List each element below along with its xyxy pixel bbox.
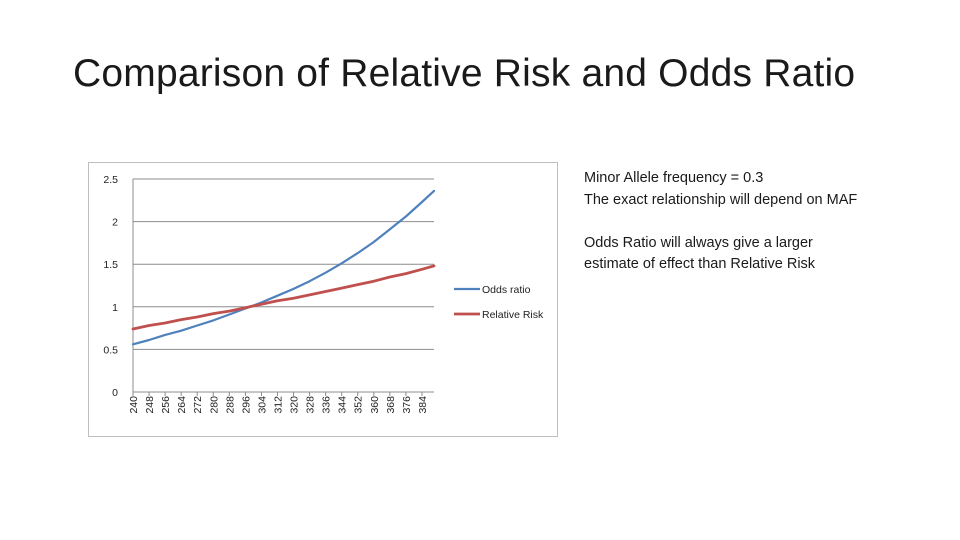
x-tick-label: 256 [160,396,172,414]
x-tick-label: 320 [289,396,301,414]
x-tick-label: 376 [401,396,413,414]
y-tick-label: 0 [112,387,118,399]
y-tick-label: 0.5 [103,344,118,356]
series-line-relative-risk [131,264,436,331]
x-tick-label: 248 [144,396,156,414]
x-tick-label: 352 [353,396,365,414]
x-tick-label: 360 [369,396,381,414]
y-tick-label: 2.5 [103,174,118,186]
note-line-relationship: The exact relationship will depend on MA… [584,191,858,208]
x-tick-label: 336 [321,396,333,414]
note-line-estimate: estimate of effect than Relative Risk [584,256,816,272]
x-tick-label: 296 [240,396,252,414]
x-tick-label: 384 [417,396,429,414]
slide-title: Comparison of Relative Risk and Odds Rat… [73,52,856,95]
x-tick-label: 312 [272,396,284,414]
note-line-maf: Minor Allele frequency = 0.3 [584,170,764,186]
x-tick-label: 344 [337,396,349,414]
x-tick-label: 240 [128,396,140,414]
x-tick-label: 280 [208,396,220,414]
legend-label: Odds ratio [482,284,531,296]
y-tick-label: 1 [112,302,118,314]
x-tick-label: 264 [176,396,188,414]
chart-frame: 0 0.5 1 1.5 2 2.5 240 248 256 264 272 280 288 296 304 3… [88,162,558,437]
x-tick-label: 272 [192,396,204,414]
notes-textbox: Minor Allele frequency = 0.3 The exact r… [584,168,944,276]
x-tick-label: 328 [305,396,317,414]
y-tick-label: 1.5 [103,259,118,271]
x-tick-label: 368 [385,396,397,414]
line-chart: 0 0.5 1 1.5 2 2.5 240 248 256 264 272 280 288 296 304 3… [103,174,544,414]
x-tick-label: 288 [224,396,236,414]
y-tick-label: 2 [112,217,118,229]
note-line-blank [584,211,944,233]
legend-label: Relative Risk [482,309,544,321]
series-line-odds-ratio [131,189,436,346]
x-tick-label: 304 [256,396,268,414]
note-line-odds-ratio: Odds Ratio will always give a larger [584,234,813,251]
